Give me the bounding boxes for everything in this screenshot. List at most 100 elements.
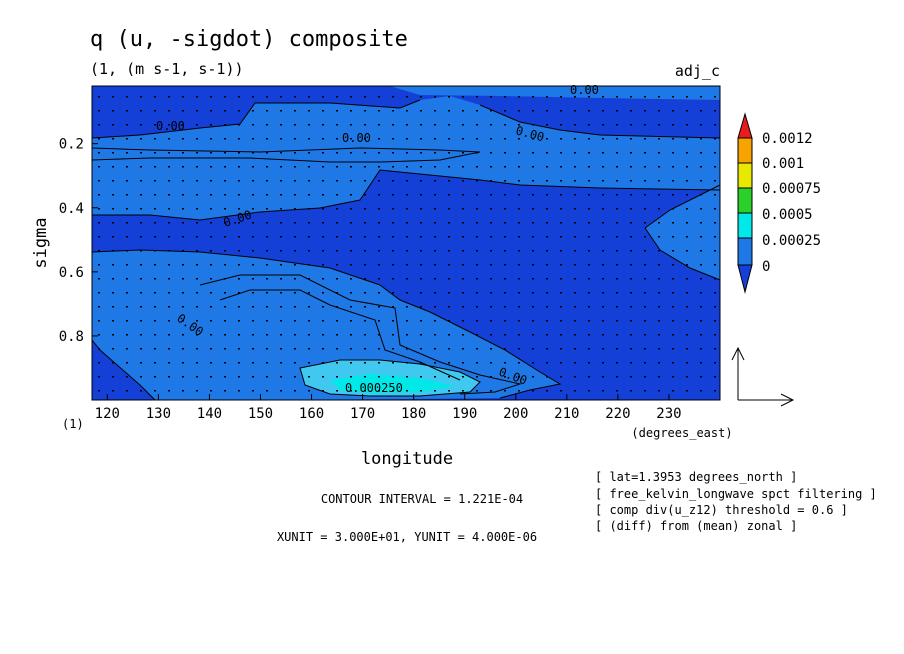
vector-dot <box>238 236 240 238</box>
vector-dot <box>266 124 268 126</box>
vector-dot <box>336 348 338 350</box>
vector-dot <box>448 250 450 252</box>
vector-dot <box>588 194 590 196</box>
vector-dot <box>644 250 646 252</box>
vector-dot <box>322 278 324 280</box>
vector-dot <box>350 180 352 182</box>
vector-dot <box>686 96 688 98</box>
vector-dot <box>224 96 226 98</box>
vector-dot <box>672 110 674 112</box>
vector-dot <box>700 334 702 336</box>
vector-dot <box>630 362 632 364</box>
vector-dot <box>686 124 688 126</box>
vector-dot <box>420 334 422 336</box>
vector-dot <box>336 166 338 168</box>
vector-dot <box>518 320 520 322</box>
vector-dot <box>196 194 198 196</box>
vector-dot <box>308 222 310 224</box>
vector-dot <box>308 180 310 182</box>
vector-dot <box>238 390 240 392</box>
vector-dot <box>448 390 450 392</box>
vector-dot <box>336 138 338 140</box>
vector-dot <box>714 96 716 98</box>
vector-dot <box>378 194 380 196</box>
vector-dot <box>350 390 352 392</box>
vector-dot <box>252 152 254 154</box>
vector-dot <box>630 292 632 294</box>
vector-dot <box>546 138 548 140</box>
vector-dot <box>616 376 618 378</box>
vector-dot <box>448 222 450 224</box>
vector-dot <box>154 306 156 308</box>
vector-dot <box>616 138 618 140</box>
vector-dot <box>560 110 562 112</box>
vector-dot <box>336 222 338 224</box>
vector-dot <box>252 194 254 196</box>
vector-dot <box>448 334 450 336</box>
vector-dot <box>714 264 716 266</box>
vector-dot <box>686 152 688 154</box>
vector-dot <box>406 362 408 364</box>
vector-dot <box>490 194 492 196</box>
x-tick-label: 130 <box>146 406 171 422</box>
vector-dot <box>336 180 338 182</box>
vector-dot <box>630 194 632 196</box>
vector-dot <box>644 194 646 196</box>
vector-dot <box>182 320 184 322</box>
vector-dot <box>364 236 366 238</box>
vector-dot <box>196 222 198 224</box>
vector-dot <box>588 110 590 112</box>
vector-dot <box>658 362 660 364</box>
vector-dot <box>238 334 240 336</box>
vector-dot <box>406 390 408 392</box>
vector-dot <box>364 320 366 322</box>
vector-dot <box>112 362 114 364</box>
vector-dot <box>588 180 590 182</box>
vector-dot <box>140 236 142 238</box>
vector-dot <box>532 222 534 224</box>
vector-dot <box>126 348 128 350</box>
vector-dot <box>420 194 422 196</box>
vector-dot <box>182 278 184 280</box>
vector-dot <box>308 320 310 322</box>
vector-dot <box>266 138 268 140</box>
vector-dot <box>644 348 646 350</box>
vector-dot <box>252 292 254 294</box>
vector-dot <box>406 292 408 294</box>
vector-dot <box>700 166 702 168</box>
vector-dot <box>308 292 310 294</box>
vector-dot <box>350 138 352 140</box>
vector-dot <box>378 264 380 266</box>
colorbar-label: 0 <box>762 259 770 275</box>
vector-dot <box>504 264 506 266</box>
vector-dot <box>700 236 702 238</box>
vector-dot <box>364 152 366 154</box>
vector-dot <box>644 124 646 126</box>
vector-dot <box>700 194 702 196</box>
vector-dot <box>420 110 422 112</box>
vector-dot <box>546 124 548 126</box>
vector-dot <box>574 320 576 322</box>
vector-dot <box>462 278 464 280</box>
vector-dot <box>196 166 198 168</box>
vector-dot <box>504 96 506 98</box>
vector-dot <box>210 264 212 266</box>
vector-dot <box>378 278 380 280</box>
colorbar-swatch <box>737 237 753 266</box>
note-line: [ free_kelvin_longwave spct filtering ] <box>595 487 877 501</box>
y-tick-label: 0.6 <box>59 265 84 281</box>
vector-dot <box>392 124 394 126</box>
vector-dot <box>476 194 478 196</box>
vector-dot <box>532 110 534 112</box>
vector-dot <box>602 250 604 252</box>
vector-dot <box>252 278 254 280</box>
vector-dot <box>644 362 646 364</box>
vector-dot <box>336 110 338 112</box>
vector-dot <box>504 292 506 294</box>
vector-dot <box>518 390 520 392</box>
vector-dot <box>672 124 674 126</box>
vector-dot <box>714 292 716 294</box>
vector-dot <box>518 292 520 294</box>
vector-dot <box>280 320 282 322</box>
vector-dot <box>98 362 100 364</box>
